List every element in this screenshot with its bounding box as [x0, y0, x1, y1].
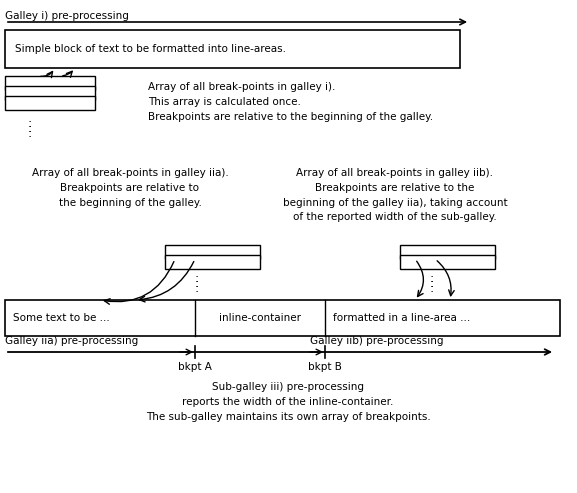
Text: Array of all break-points in galley iib).
Breakpoints are relative to the
beginn: Array of all break-points in galley iib)…	[283, 168, 507, 222]
Text: :: :	[195, 277, 199, 290]
Text: bkpt B: bkpt B	[308, 362, 342, 372]
Text: :: :	[28, 117, 32, 130]
Text: Simple block of text to be formatted into line-areas.: Simple block of text to be formatted int…	[15, 44, 286, 54]
Text: :: :	[195, 282, 199, 295]
Text: :: :	[28, 127, 32, 140]
Text: :: :	[28, 122, 32, 135]
Text: inline-container: inline-container	[219, 313, 301, 323]
Bar	[400, 255, 495, 269]
Text: Some text to be ...: Some text to be ...	[13, 313, 110, 323]
Bar	[165, 245, 260, 259]
Bar	[5, 86, 95, 100]
Bar	[400, 245, 495, 259]
Text: :: :	[430, 272, 434, 285]
Text: :: :	[430, 277, 434, 290]
Text: :: :	[195, 272, 199, 285]
Bar	[5, 76, 95, 90]
Text: bkpt A: bkpt A	[178, 362, 212, 372]
Text: Array of all break-points in galley i).
This array is calculated once.
Breakpoin: Array of all break-points in galley i). …	[148, 82, 433, 122]
Text: Galley iia) pre-processing: Galley iia) pre-processing	[5, 336, 138, 346]
Text: Galley iib) pre-processing: Galley iib) pre-processing	[310, 336, 444, 346]
Bar	[165, 255, 260, 269]
Text: Array of all break-points in galley iia).
Breakpoints are relative to
the beginn: Array of all break-points in galley iia)…	[32, 168, 228, 208]
Bar	[5, 300, 560, 336]
Text: Galley i) pre-processing: Galley i) pre-processing	[5, 11, 129, 21]
Text: formatted in a line-area ...: formatted in a line-area ...	[333, 313, 470, 323]
Text: Sub-galley iii) pre-processing
reports the width of the inline-container.
The su: Sub-galley iii) pre-processing reports t…	[145, 382, 430, 422]
Text: :: :	[430, 282, 434, 295]
Bar	[5, 30, 460, 68]
Bar	[5, 96, 95, 110]
